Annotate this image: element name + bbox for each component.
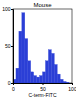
- y-tick-mark: [11, 9, 13, 10]
- x-tick: 0: [12, 83, 15, 92]
- histogram-bar: [16, 68, 19, 83]
- x-tick: 50: [40, 83, 46, 92]
- x-axis-title: C-term-FITC: [28, 92, 56, 98]
- y-tick-label: 100: [2, 6, 11, 12]
- histogram-bar: [60, 79, 63, 83]
- y-tick-mark: [11, 83, 13, 84]
- y-tick-label: 50: [5, 43, 11, 49]
- histogram-bar: [40, 76, 43, 83]
- histogram-bar: [69, 83, 72, 84]
- histogram-bar: [25, 39, 28, 83]
- chart: 0 50 100 0 50 100 Mouse C-term-FITC: [0, 0, 76, 100]
- plot-frame: [13, 9, 72, 83]
- y-tick: 0: [8, 80, 13, 86]
- y-tick: 50: [5, 43, 13, 49]
- bars: [13, 13, 69, 83]
- histogram-bar: [22, 13, 25, 83]
- y-tick: 100: [2, 6, 13, 12]
- histogram-bar: [51, 53, 54, 83]
- histogram-bar: [19, 31, 22, 83]
- y-tick-label: 0: [8, 80, 11, 86]
- histogram-bar: [48, 50, 51, 83]
- y-axis-line: [11, 10, 14, 84]
- histogram-bar: [63, 82, 66, 83]
- histogram-bar: [43, 72, 46, 83]
- histogram-bar: [45, 61, 48, 83]
- histogram-bar: [66, 82, 69, 83]
- histogram-bar: [37, 77, 40, 83]
- y-tick-mark: [11, 46, 13, 47]
- x-tick-label: 0: [12, 86, 15, 92]
- y-axis: 0 50 100: [2, 6, 13, 86]
- histogram-bar: [31, 72, 34, 83]
- histogram-bar: [28, 61, 31, 83]
- histogram-bar: [57, 74, 60, 83]
- x-tick-label: 50: [40, 86, 46, 92]
- title: Mouse: [33, 2, 52, 8]
- histogram-bar: [54, 65, 57, 84]
- x-axis: 0 50 100: [12, 83, 76, 92]
- x-tick-label: 100: [68, 86, 76, 92]
- histogram-bar: [34, 76, 37, 83]
- x-tick: 100: [68, 83, 76, 92]
